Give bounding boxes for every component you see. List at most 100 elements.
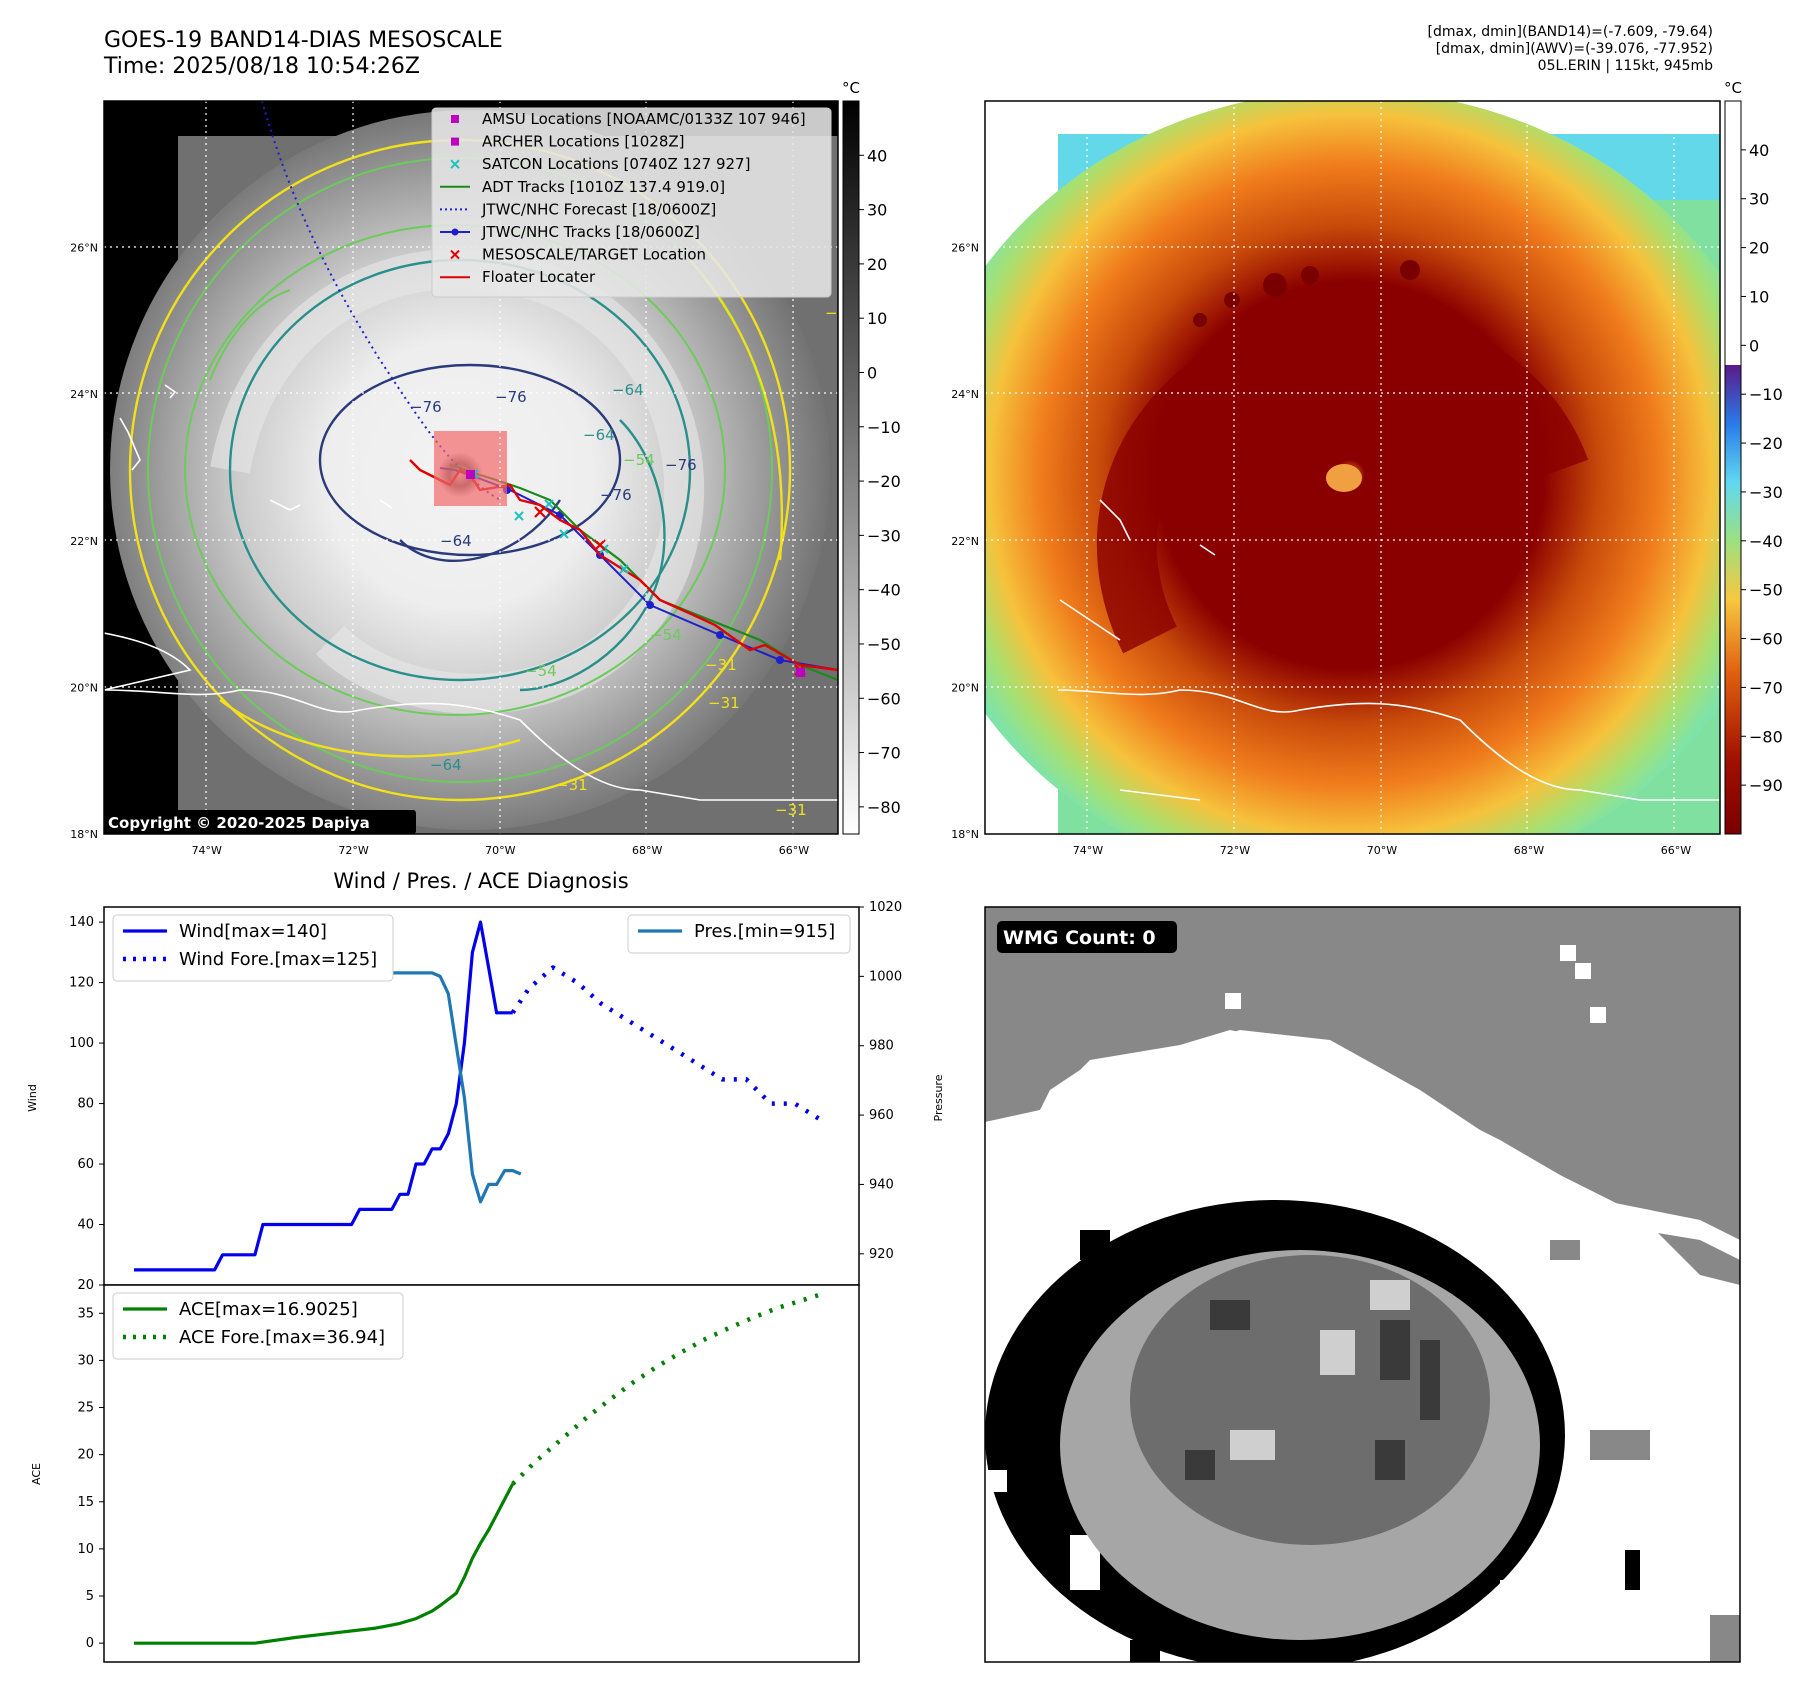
info-line-1: [dmax, dmin](BAND14)=(-7.609, -79.64) <box>1427 24 1714 40</box>
ir-lat-tick: 18°N <box>70 828 98 841</box>
awv-cb-ticks-tick-label: −20 <box>1749 434 1783 453</box>
ir-legend-item: MESOSCALE/TARGET Location <box>450 246 706 264</box>
ir-cb-ticks-tick-label: −50 <box>867 635 901 654</box>
wmg-hole-3 <box>1500 1580 1560 1640</box>
contour-label: −64 <box>430 756 462 774</box>
ir-legend-label: AMSU Locations [NOAAMC/0133Z 107 946] <box>482 110 806 128</box>
map-axis-ticks: 26°N 24°N 22°N 20°N 18°N 74°W 72°W 70°W 68°W 66°W… <box>70 242 1691 857</box>
ir-cb-ticks-tick-label: 20 <box>867 255 887 274</box>
ir-cb-ticks-tick-label: −10 <box>867 418 901 437</box>
awv-cb-ticks-tick-label: −10 <box>1749 385 1783 404</box>
ir-legend-label: MESOSCALE/TARGET Location <box>482 246 706 264</box>
ace-y-label: ACE <box>30 1463 43 1485</box>
chart-legend-label: Wind[max=140] <box>179 921 327 942</box>
awv-lat-tick: 26°N <box>951 242 979 255</box>
info-line-2: [dmax, dmin](AWV)=(-39.076, -77.952) <box>1435 41 1713 57</box>
chart-legend-label: Pres.[min=915] <box>694 921 835 942</box>
wmg-dark-cells <box>1185 1300 1440 1480</box>
title-line-2: Time: 2025/08/18 10:54:26Z <box>104 54 420 79</box>
wmg-hole-1 <box>985 1470 1007 1492</box>
copyright-text: Copyright © 2020-2025 Dapiya <box>108 814 370 832</box>
contour-label: −76 <box>495 388 527 406</box>
contour-label: −64 <box>440 532 472 550</box>
ir-lat-tick: 20°N <box>70 681 98 694</box>
chart-legend-box <box>627 914 851 954</box>
mesoscale-target-box <box>434 431 507 506</box>
ir-colorbar: °C 40 30 20 10 0 −10 −20 −30 −40 −50 −60 −70 −80 <box>842 79 901 835</box>
awv-cb-ticks-tick-label: 30 <box>1749 190 1769 209</box>
awv-cb-ticks-tick-label: −30 <box>1749 483 1783 502</box>
y2-tick-label: 940 <box>869 1177 894 1192</box>
awv-cb-ticks-tick-label: 20 <box>1749 239 1769 258</box>
ir-lon-tick: 72°W <box>338 844 368 857</box>
ir-cb-ticks-tick-label: −30 <box>867 526 901 545</box>
y-tick-label: 60 <box>77 1157 94 1172</box>
y-tick-label: 5 <box>86 1589 94 1604</box>
series-line-1-0 <box>134 1483 515 1645</box>
wmg-gray-region <box>985 907 1740 1285</box>
y2-tick-label: 1000 <box>869 969 902 984</box>
ace-plot-frame <box>103 1284 860 1663</box>
ir-legend-label: ADT Tracks [1010Z 137.4 919.0] <box>482 178 725 196</box>
ir-cb-ticks-tick-label: −40 <box>867 581 901 600</box>
y2-tick-label: 920 <box>869 1247 894 1262</box>
ir-legend-box <box>431 107 832 298</box>
series-line-0-0 <box>134 920 513 1272</box>
wmg-panel: WMG Count: 0 <box>984 906 1741 1663</box>
jtwc-forecast-path <box>261 101 501 501</box>
contour-label: −64 <box>583 426 615 444</box>
pressure-y-label: Pressure <box>932 1074 945 1121</box>
awv-map-frame <box>984 100 1721 835</box>
ir-cb-ticks-tick-label: 10 <box>867 309 887 328</box>
wmg-white-ring <box>985 1030 1740 1260</box>
wmg-scattered-cells <box>1550 1240 1740 1662</box>
legend-square-marker <box>451 137 459 146</box>
wmg-bright-cells <box>1230 1280 1410 1460</box>
contour-label: −54 <box>623 451 655 469</box>
ir-lat-tick: 22°N <box>70 535 98 548</box>
wind-pressure-chart: 20 40 60 80 100 120 140 920 940 960 980 1000 1020 Wi… <box>26 900 945 1293</box>
y-tick-label: 120 <box>69 976 94 991</box>
y-tick-label: 80 <box>77 1097 94 1112</box>
ir-legend-item: JTWC/NHC Forecast [18/0600Z] <box>440 200 716 218</box>
ir-legend-label: SATCON Locations [0740Z 127 927] <box>482 155 750 173</box>
ir-cb-ticks-tick-label: −60 <box>867 689 901 708</box>
contour-label: −76 <box>665 456 697 474</box>
series-line-0-1 <box>510 965 821 1121</box>
ir-cb-ticks-tick-label: −20 <box>867 472 901 491</box>
ir-legend-item: AMSU Locations [NOAAMC/0133Z 107 946] <box>451 110 806 128</box>
ir-lon-tick: 70°W <box>485 844 515 857</box>
diagnosis-title: Wind / Pres. / ACE Diagnosis <box>333 869 628 893</box>
y2-tick-label: 1020 <box>869 900 902 915</box>
contour-label: −31 <box>705 656 737 674</box>
ir-legend-label: Floater Locater <box>482 268 596 286</box>
contour-label: −54 <box>650 626 682 644</box>
legend-dot-marker <box>451 228 459 236</box>
awv-lat-tick: 24°N <box>951 388 979 401</box>
ir-lat-tick: 26°N <box>70 242 98 255</box>
ir-legend-label: ARCHER Locations [1028Z] <box>482 133 685 151</box>
y-tick-label: 100 <box>69 1036 94 1051</box>
ir-coastlines <box>104 384 838 801</box>
contour-label: −31 <box>775 801 807 819</box>
ir-colorbar-scale <box>842 100 860 835</box>
y2-tick-label: 980 <box>869 1039 894 1054</box>
awv-lon-tick: 72°W <box>1220 844 1250 857</box>
chart-legend-label: ACE[max=16.9025] <box>179 1299 358 1320</box>
contour-label: −76 <box>410 398 442 416</box>
y-tick-label: 25 <box>77 1401 94 1416</box>
awv-cb-ticks-tick-label: 40 <box>1749 141 1769 160</box>
contour-label: −31 <box>825 304 857 322</box>
y-tick-label: 20 <box>77 1448 94 1463</box>
contour-label: −64 <box>612 381 644 399</box>
chart-legend-label: Wind Fore.[max=125] <box>179 949 377 970</box>
awv-lat-tick: 20°N <box>951 681 979 694</box>
ir-legend-item: ARCHER Locations [1028Z] <box>451 133 685 151</box>
awv-lon-tick: 74°W <box>1073 844 1103 857</box>
wind-y-label: Wind <box>26 1084 39 1112</box>
copyright-badge <box>104 810 416 834</box>
ir-legend-item: Floater Locater <box>440 268 596 286</box>
ir-cb-ticks-tick-label: −70 <box>867 744 901 763</box>
wmg-count-text: WMG Count: 0 <box>1003 927 1156 949</box>
awv-cb-ticks-tick-label: −60 <box>1749 630 1783 649</box>
